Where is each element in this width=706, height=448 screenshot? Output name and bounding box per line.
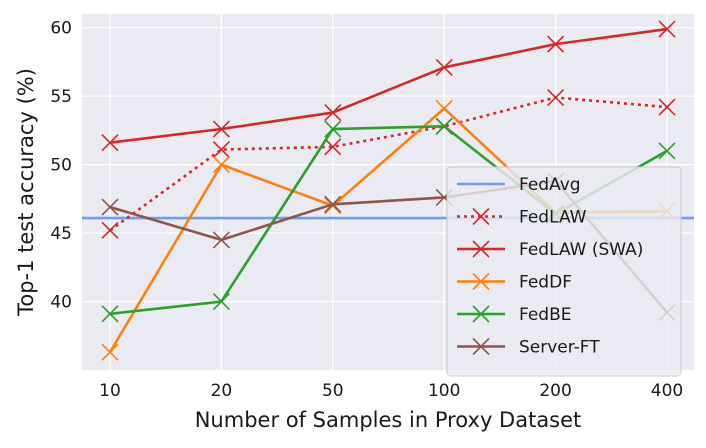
x-axis-label: Number of Samples in Proxy Dataset bbox=[195, 408, 582, 432]
data-point-fedbe bbox=[212, 292, 230, 311]
y-tick-label: 55 bbox=[50, 87, 72, 107]
legend-box bbox=[446, 166, 682, 377]
x-tick-labels: 10 20 50 100 200 400 bbox=[99, 381, 683, 401]
data-point-fedlaw bbox=[547, 88, 565, 107]
legend-label: Server-FT bbox=[519, 338, 600, 358]
data-point-server-ft bbox=[324, 195, 342, 213]
data-point-feddf bbox=[435, 99, 453, 118]
legend-label: FedLAW (SWA) bbox=[519, 240, 643, 260]
legend-label: FedBE bbox=[519, 305, 572, 325]
data-point-fedlaw bbox=[324, 138, 342, 156]
data-point-fedlaw-swa bbox=[101, 134, 119, 152]
data-point-fedlaw-swa bbox=[658, 20, 676, 38]
legend-item-fedlaw: FedLAW bbox=[457, 208, 587, 228]
series-fedlaw-swa bbox=[101, 20, 676, 152]
legend-item-feddf: FedDF bbox=[457, 273, 572, 293]
x-tick-label: 20 bbox=[211, 381, 233, 401]
legend-item-fedbe: FedBE bbox=[457, 305, 572, 325]
data-point-feddf bbox=[324, 197, 342, 215]
y-axis-label: Top-1 test accuracy (%) bbox=[14, 68, 38, 317]
data-point-feddf bbox=[212, 156, 230, 174]
data-point-server-ft bbox=[212, 231, 230, 249]
x-tick-label: 400 bbox=[651, 381, 683, 401]
data-point-fedlaw-swa bbox=[324, 104, 342, 122]
legend-item-fedlaw-swa: FedLAW (SWA) bbox=[457, 240, 643, 260]
legend-item-fedavg: FedAvg bbox=[457, 175, 581, 195]
legend: FedAvg FedLAW FedLAW (SWA) FedDF FedBE Server… bbox=[446, 166, 682, 377]
legend-marker bbox=[472, 272, 490, 291]
data-point-fedlaw-swa bbox=[547, 35, 565, 53]
legend-marker bbox=[472, 240, 490, 258]
legend-label: FedAvg bbox=[519, 175, 581, 195]
data-point-fedlaw bbox=[212, 140, 230, 159]
y-tick-label: 45 bbox=[50, 224, 72, 244]
data-point-fedlaw-swa bbox=[212, 120, 230, 138]
data-point-fedlaw-swa bbox=[435, 58, 453, 76]
legend-marker bbox=[472, 305, 490, 323]
legend-marker bbox=[472, 207, 490, 226]
y-tick-label: 40 bbox=[50, 293, 72, 313]
y-tick-label: 50 bbox=[50, 156, 72, 176]
series-line-fedlaw-swa bbox=[109, 27, 668, 144]
data-point-fedlaw bbox=[658, 98, 676, 116]
x-tick-label: 200 bbox=[539, 381, 571, 401]
series-line-fedlaw bbox=[109, 96, 668, 232]
legend-label: FedLAW bbox=[519, 208, 587, 228]
x-tick-label: 10 bbox=[99, 381, 121, 401]
data-point-fedbe bbox=[658, 142, 676, 160]
data-point-fedbe bbox=[101, 305, 119, 323]
data-point-feddf bbox=[101, 343, 119, 361]
legend-item-server-ft: Server-FT bbox=[457, 338, 600, 358]
y-tick-labels: 40 45 50 55 60 bbox=[50, 19, 72, 313]
data-point-fedlaw bbox=[101, 221, 119, 239]
x-tick-label: 50 bbox=[322, 381, 344, 401]
x-tick-label: 100 bbox=[428, 381, 460, 401]
legend-marker bbox=[472, 337, 490, 356]
data-point-fedbe bbox=[435, 117, 453, 135]
y-tick-label: 60 bbox=[50, 19, 72, 39]
legend-label: FedDF bbox=[519, 273, 572, 293]
data-point-server-ft bbox=[101, 198, 119, 216]
data-point-fedbe bbox=[324, 120, 342, 138]
